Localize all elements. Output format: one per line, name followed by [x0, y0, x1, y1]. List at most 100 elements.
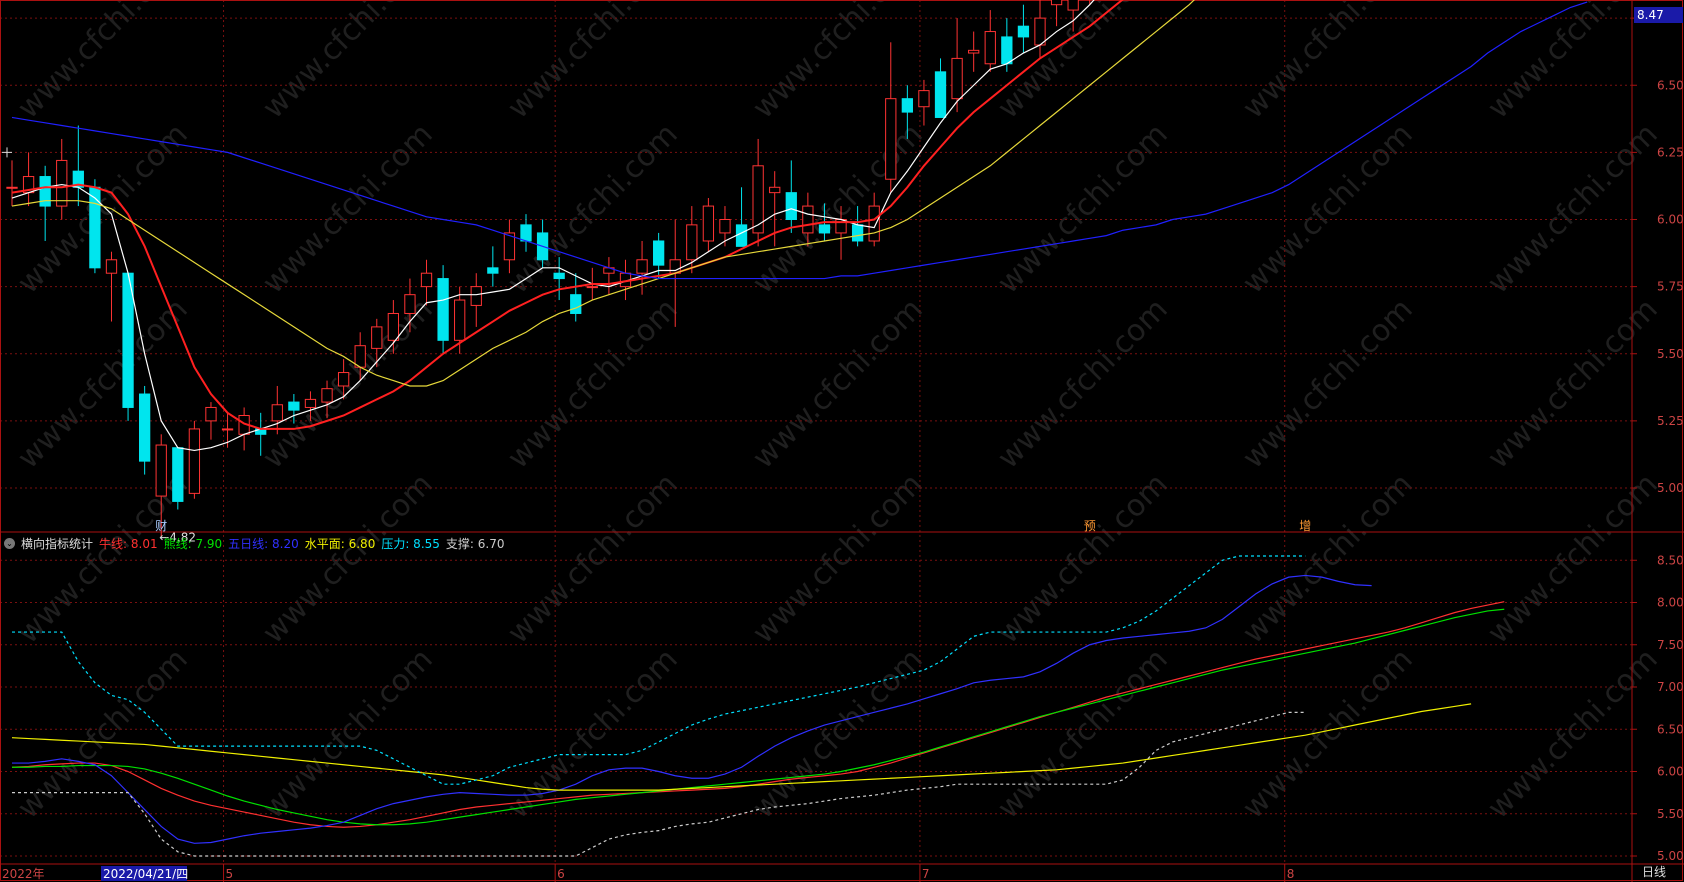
- y-tick-label: 7.50: [1657, 638, 1684, 652]
- candle: [271, 404, 283, 422]
- watermark-text: www.cfchi.com: [501, 292, 685, 476]
- candle: [1050, 0, 1063, 6]
- watermark-text: www.cfchi.com: [991, 0, 1175, 126]
- candle: [205, 406, 217, 422]
- y-tick-label: 6.00: [1657, 765, 1684, 779]
- legend-item: 压力: 8.55: [381, 536, 440, 551]
- candle: [354, 345, 366, 368]
- period-label[interactable]: 日线: [1642, 865, 1667, 879]
- y-tick-label: 8.00: [1657, 596, 1684, 610]
- x-axis-label: 6: [557, 867, 565, 881]
- y-tick-label: 8.50: [1657, 553, 1684, 567]
- candle: [304, 398, 317, 408]
- candlestick-series[interactable]: [6, 0, 1559, 537]
- watermark-text: www.cfchi.com: [991, 467, 1175, 651]
- watermark-text: www.cfchi.com: [256, 642, 440, 826]
- y-tick-label: 6.50: [1657, 722, 1684, 736]
- event-marker: 财: [155, 519, 167, 533]
- candle: [719, 219, 731, 234]
- legend-item: 熊线: 7.90: [163, 536, 223, 551]
- candle: [454, 299, 466, 341]
- low-price-label: ←4.82: [159, 530, 196, 544]
- legend-item: 水平面: 6.80: [304, 536, 376, 551]
- candle: [636, 259, 648, 274]
- y-tick-label: 5.75: [1657, 280, 1684, 294]
- watermark-text: www.cfchi.com: [11, 467, 195, 651]
- candle: [420, 272, 433, 288]
- watermark-text: www.cfchi.com: [256, 467, 440, 651]
- indicator-title: 横向指标统计: [21, 536, 94, 551]
- y-tick-label: 5.50: [1657, 347, 1684, 361]
- y-tick-label: 5.00: [1657, 481, 1684, 495]
- moving-average-lines: [11, 0, 1588, 452]
- candle: [918, 90, 930, 108]
- candle: [1001, 36, 1013, 65]
- watermark-text: www.cfchi.com: [11, 0, 195, 126]
- candle: [984, 31, 996, 65]
- x-axis-label: 5: [226, 867, 234, 881]
- candle: [139, 393, 151, 462]
- date-highlight: [101, 866, 187, 881]
- y-tick-label: 5.50: [1657, 807, 1684, 821]
- candle: [868, 205, 880, 242]
- candle: [221, 428, 234, 431]
- candle: [851, 224, 864, 242]
- candle: [752, 165, 764, 234]
- legend-item: 五日线: 8.20: [228, 536, 299, 551]
- candle: [39, 176, 51, 207]
- watermark-text: www.cfchi.com: [746, 467, 930, 651]
- watermark-text: www.cfchi.com: [256, 0, 440, 126]
- candle: [337, 372, 350, 387]
- indicator-line: [11, 601, 1505, 828]
- candle: [1017, 25, 1030, 38]
- candle: [570, 294, 582, 314]
- watermark-text: www.cfchi.com: [501, 0, 685, 126]
- y-tick-label: 5.00: [1657, 849, 1684, 863]
- watermark-text: www.cfchi.com: [1236, 0, 1420, 126]
- candle: [470, 286, 482, 306]
- watermark-text: www.cfchi.com: [256, 117, 440, 301]
- watermark-text: www.cfchi.com: [1481, 642, 1665, 826]
- watermark-text: www.cfchi.com: [1481, 467, 1665, 651]
- x-axis-label: 2022年: [2, 867, 45, 881]
- watermark-text: www.cfchi.com: [991, 117, 1175, 301]
- candle: [6, 186, 18, 189]
- collapse-chevron-icon[interactable]: ⌄: [4, 537, 15, 549]
- ma-line: [11, 0, 1095, 452]
- watermark-text: www.cfchi.com: [11, 117, 195, 301]
- watermark-layer: www.cfchi.com www.cfchi.com www.cfchi.com w…: [11, 0, 1665, 826]
- candle: [802, 205, 814, 234]
- x-axis-label: 8: [1287, 867, 1295, 881]
- watermark-text: www.cfchi.com: [1236, 292, 1420, 476]
- candle: [520, 224, 532, 242]
- current-price-tag: 8.47: [1634, 7, 1683, 23]
- candle: [487, 267, 499, 274]
- indicator-line: [11, 703, 1472, 791]
- candle: [785, 192, 797, 220]
- watermark-text: www.cfchi.com: [1481, 117, 1665, 301]
- event-marker: 预: [1084, 519, 1096, 533]
- watermark-text: www.cfchi.com: [1236, 117, 1420, 301]
- legend-items: 牛线: 8.01 熊线: 7.90 五日线: 8.20 水平面: 6.80 压力: 8.…: [99, 535, 510, 552]
- ma-line: [11, 1, 1588, 280]
- candle: [288, 401, 300, 411]
- candle: [172, 447, 184, 502]
- y-axis-labels: 8.258.007.757.507.257.006.756.506.256.00…: [1632, 11, 1684, 863]
- watermark-text: www.cfchi.com: [746, 642, 930, 826]
- candle: [885, 98, 897, 180]
- indicator-legend: ⌄ 横向指标统计 牛线: 8.01 熊线: 7.90 五日线: 8.20 水平面: 6…: [4, 534, 510, 552]
- candle: [901, 98, 913, 113]
- candle: [503, 232, 516, 261]
- y-tick-label: 6.25: [1657, 145, 1684, 159]
- candle: [105, 259, 118, 274]
- candle: [553, 272, 565, 280]
- candle: [735, 224, 748, 247]
- candle: [188, 428, 201, 494]
- candle: [702, 205, 715, 242]
- candle: [1067, 0, 1079, 11]
- indicator-line: [12, 574, 1372, 844]
- watermark-text: www.cfchi.com: [11, 292, 195, 476]
- y-tick-label: 6.50: [1657, 78, 1684, 92]
